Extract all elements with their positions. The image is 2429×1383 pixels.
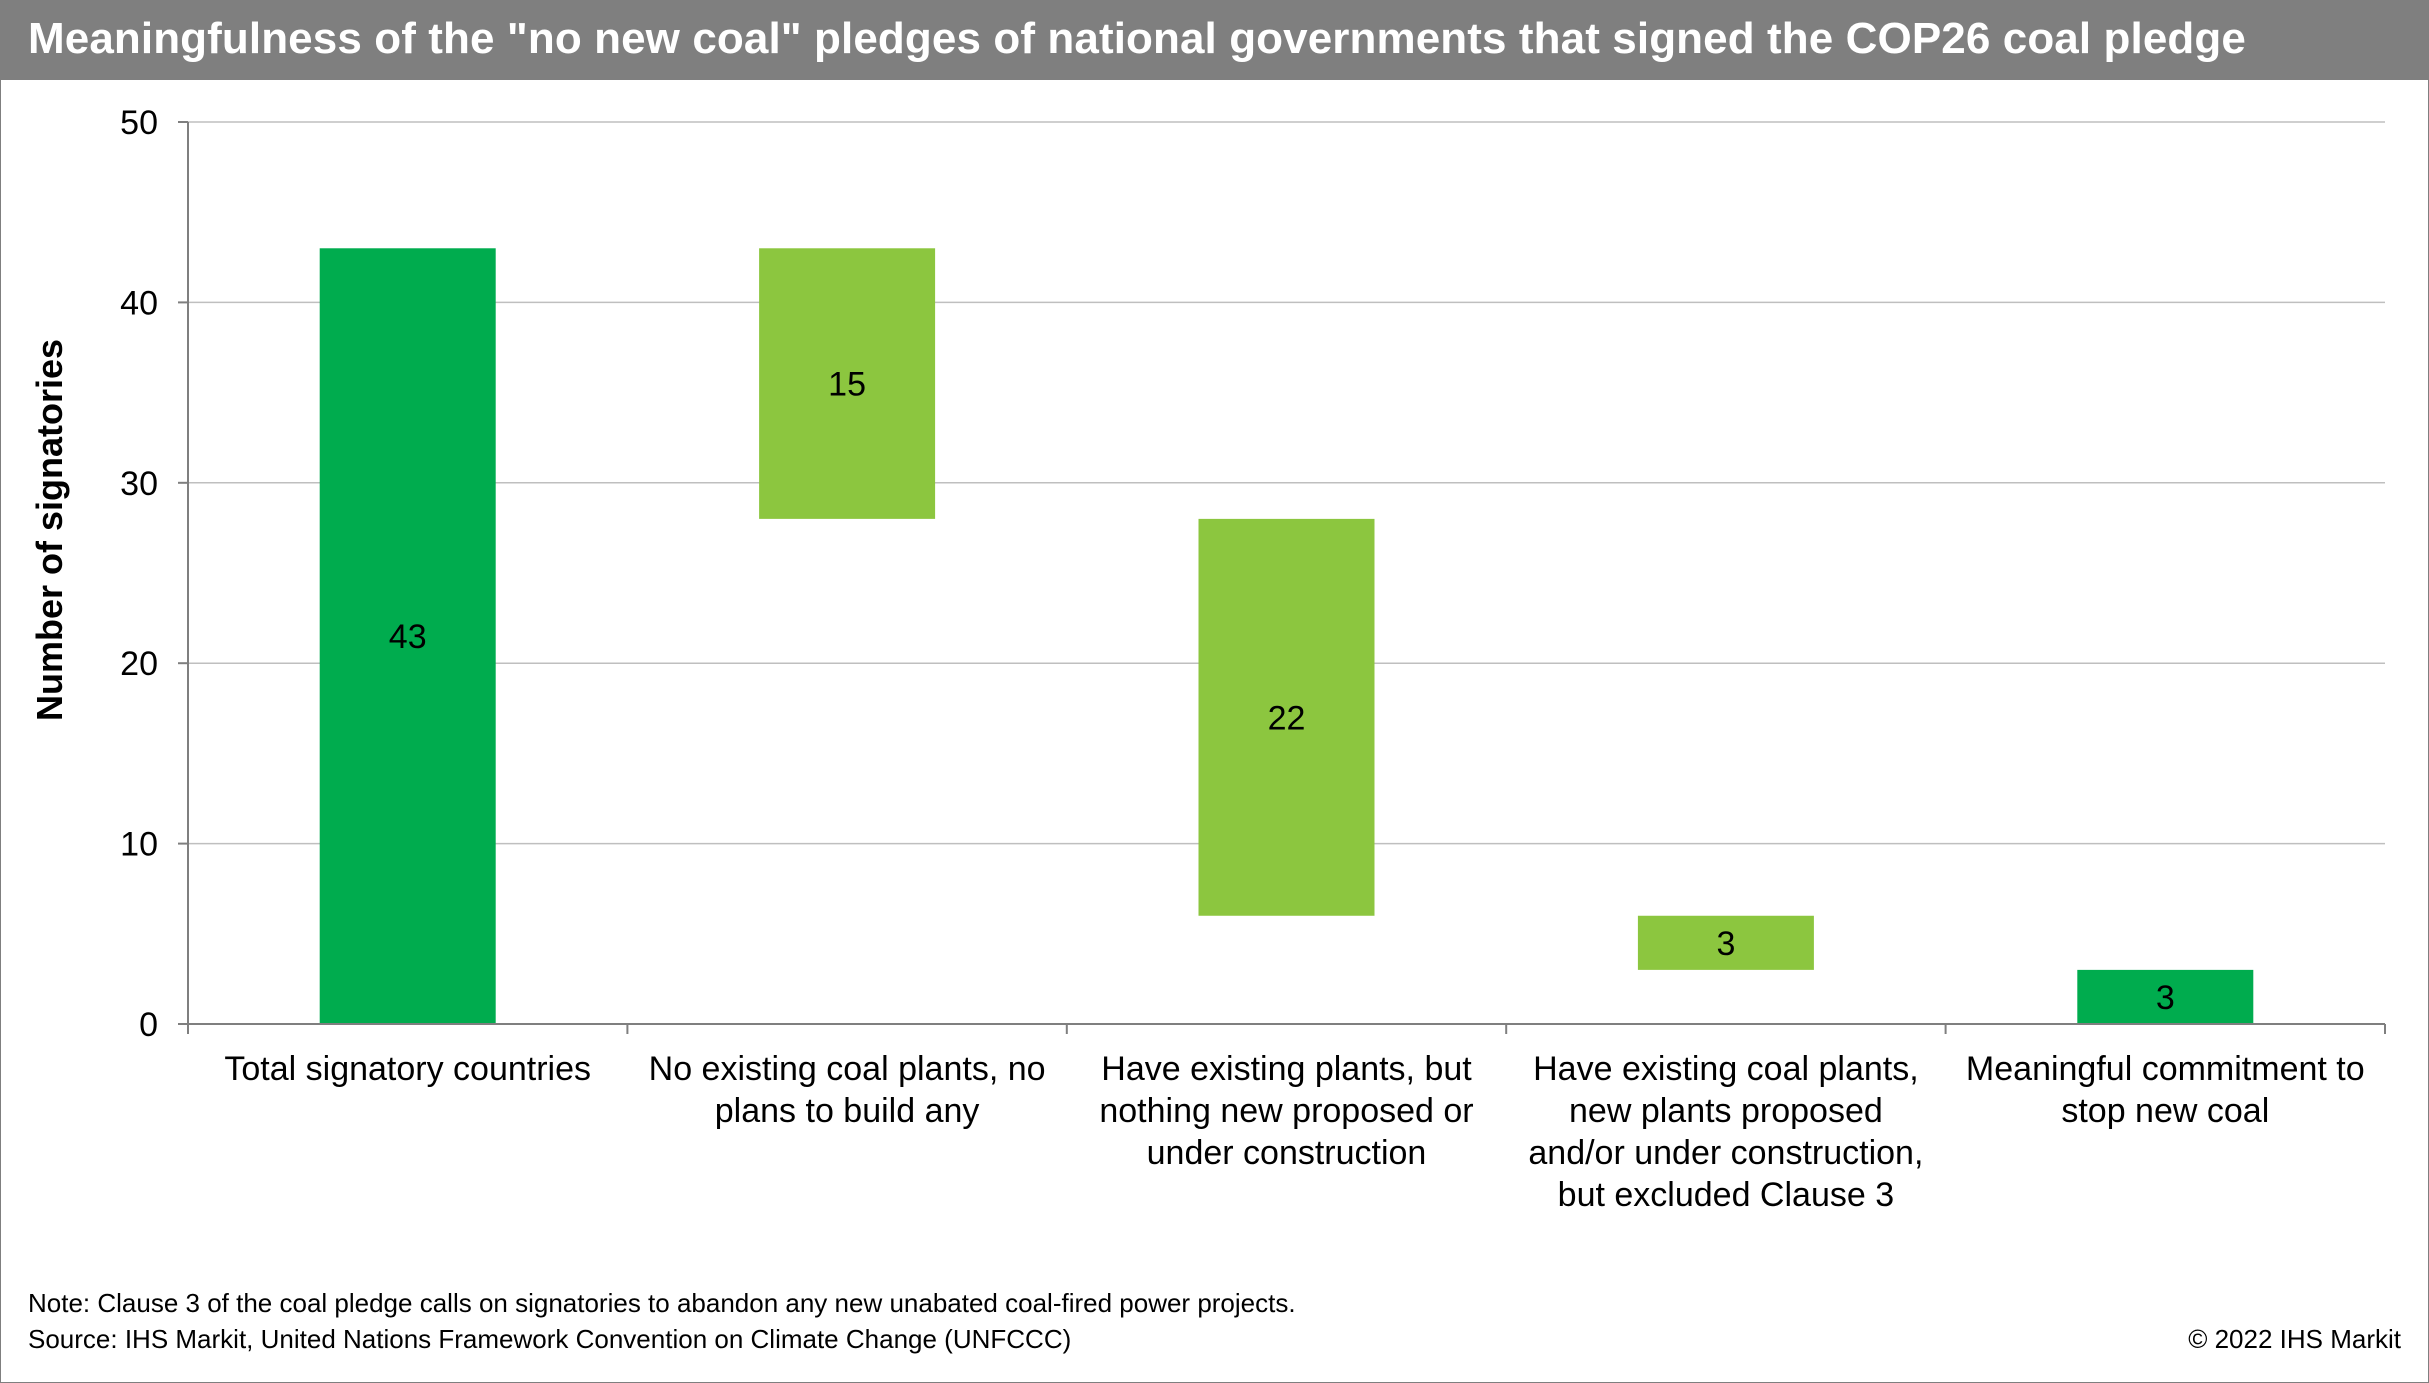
bar-data-label: 3 <box>1716 925 1735 963</box>
source-note: Source: IHS Markit, United Nations Frame… <box>28 1324 1072 1354</box>
bars: 43 15 22 3 3 <box>319 248 2254 1024</box>
title-bar: Meaningfulness of the "no new coal" pled… <box>0 0 2429 80</box>
y-tick-label: 50 <box>120 104 158 142</box>
bar <box>759 248 936 519</box>
bar <box>1637 915 1814 970</box>
y-tick-label: 40 <box>120 284 158 322</box>
x-tick-label: Total signatory countries <box>224 1050 591 1088</box>
x-tick-label: Meaningful commitment to stop new coal <box>1966 1050 2365 1130</box>
y-tick-label: 30 <box>120 465 158 503</box>
y-tick-label: 0 <box>139 1006 158 1044</box>
x-tick-label: Have existing coal plants, new plants pro… <box>1528 1050 1923 1214</box>
bar-data-label: 3 <box>2156 979 2175 1017</box>
bar <box>2077 969 2254 1024</box>
y-axis-ticks: 0 10 20 30 40 50 <box>120 104 188 1044</box>
y-axis-title: Number of signatories <box>29 339 70 721</box>
axes <box>187 122 2386 1034</box>
bar-data-label: 22 <box>1268 699 1306 737</box>
x-tick-label: No existing coal plants, no plans to buil… <box>649 1050 1046 1130</box>
bar-data-label: 15 <box>828 366 866 404</box>
x-axis-labels: Total signatory countries No existing coa… <box>224 1050 2364 1214</box>
x-tick-label: Have existing plants, but nothing new pro… <box>1099 1050 1473 1172</box>
y-tick-label: 20 <box>120 645 158 683</box>
bar <box>1198 518 1375 916</box>
chart-title: Meaningfulness of the "no new coal" pled… <box>28 14 2246 63</box>
y-tick-label: 10 <box>120 826 158 864</box>
footnote: Note: Clause 3 of the coal pledge calls … <box>28 1288 1296 1318</box>
bar-data-label: 43 <box>389 618 427 656</box>
copyright: © 2022 IHS Markit <box>2188 1324 2401 1354</box>
bar <box>319 248 496 1024</box>
